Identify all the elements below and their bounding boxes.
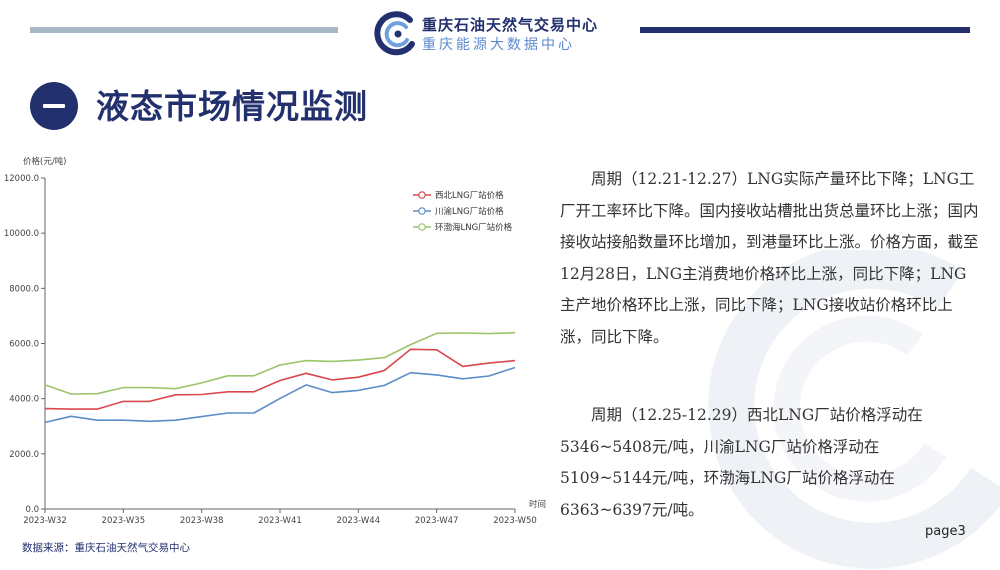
- legend-marker-2: [418, 223, 426, 231]
- x-tick-label: 2023-W44: [337, 516, 381, 526]
- x-tick-label: 2023-W47: [415, 516, 459, 526]
- dash-icon: [43, 104, 65, 108]
- y-tick-label: 6000.0: [9, 340, 39, 350]
- brand-name: 重庆石油天然气交易中心: [422, 16, 599, 34]
- x-axis-title: 时间: [529, 499, 546, 510]
- data-source-note: 数据来源：重庆石油天然气交易中心: [22, 542, 190, 554]
- y-tick-label: 12000.0: [4, 174, 39, 184]
- legend-marker-0: [418, 191, 426, 199]
- y-axis-title: 价格(元/吨): [23, 156, 67, 167]
- x-tick-label: 2023-W41: [258, 516, 302, 526]
- header-bar-right: [640, 27, 970, 33]
- legend-label-1: 川渝LNG厂站价格: [435, 206, 504, 217]
- legend-label-2: 环渤海LNG厂站价格: [435, 222, 513, 233]
- y-tick-label: 0.0: [25, 505, 39, 515]
- y-tick-label: 8000.0: [9, 284, 39, 294]
- series-line-1: [44, 366, 516, 424]
- series-line-0: [44, 348, 516, 410]
- brand-subtitle: 重庆能源大数据中心: [422, 37, 575, 53]
- y-tick-label: 2000.0: [9, 450, 39, 460]
- watermark-logo-icon: [708, 250, 1000, 569]
- series-line-2: [44, 331, 516, 395]
- legend-label-0: 西北LNG厂站价格: [435, 190, 504, 201]
- x-tick-label: 2023-W35: [102, 516, 146, 526]
- y-tick-label: 4000.0: [9, 395, 39, 405]
- y-tick-label: 10000.0: [4, 229, 39, 239]
- header-bar-left: [30, 27, 338, 33]
- market-summary-paragraph: 周期（12.21-12.27）LNG实际产量环比下降；LNG工厂开工率环比下降。…: [560, 170, 979, 346]
- page-number: page3: [925, 524, 966, 539]
- x-tick-label: 2023-W32: [23, 516, 67, 526]
- legend-marker-1: [418, 207, 426, 215]
- section-title: 液态市场情况监测: [96, 87, 368, 126]
- x-tick-label: 2023-W50: [493, 516, 537, 526]
- price-line-chart: 12000.0 10000.0 8000.0 6000.0 4000.0 2000.0 0.…: [4, 156, 546, 526]
- section-badge: [30, 82, 78, 130]
- price-range-paragraph: 周期（12.25-12.29）西北LNG厂站价格浮动在 5346~5408元/吨…: [560, 406, 923, 519]
- brand-logo-icon: [374, 11, 415, 56]
- x-tick-label: 2023-W38: [180, 516, 224, 526]
